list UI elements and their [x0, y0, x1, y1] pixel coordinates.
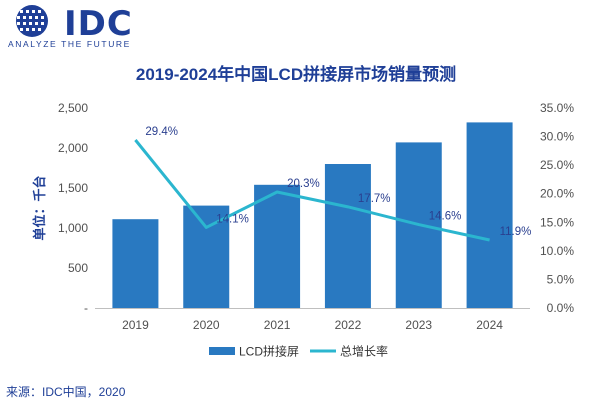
legend: LCD拼接屏 总增长率	[209, 344, 388, 359]
legend-swatch-bar	[209, 347, 235, 355]
bar	[254, 184, 301, 308]
y-tick-label: 2,500	[58, 101, 88, 115]
y2-tick-label: 35.0%	[540, 101, 574, 115]
y2-tick-label: 15.0%	[540, 215, 574, 229]
y2-tick-label: 20.0%	[540, 187, 574, 201]
y2-tick-label: 5.0%	[547, 272, 575, 286]
data-label: 14.6%	[429, 211, 462, 223]
data-label: 20.3%	[287, 178, 320, 190]
y-tick-label: 2,000	[58, 141, 88, 155]
idc-logo: IDC ANALYZE THE FUTURE	[6, 4, 156, 50]
bar	[324, 164, 371, 308]
bar	[466, 122, 513, 309]
y2-tick-label: 0.0%	[547, 301, 575, 315]
data-label: 11.9%	[500, 226, 532, 238]
growth-line	[134, 139, 490, 242]
y-tick-label: -	[84, 301, 88, 315]
x-tick-label: 2021	[264, 318, 291, 332]
x-tick-label: 2020	[193, 318, 220, 332]
y-axis-ticks: - 500 1,000 1,500 2,000 2,500	[58, 101, 88, 315]
y-tick-label: 1,000	[58, 221, 88, 235]
growth-line-series	[134, 139, 490, 242]
data-label: 29.4%	[145, 126, 178, 138]
y2-tick-label: 25.0%	[540, 158, 574, 172]
y2-axis-ticks: 0.0% 5.0% 10.0% 15.0% 20.0% 25.0% 30.0% 35.0%	[540, 101, 574, 315]
bar	[112, 219, 159, 308]
x-axis-ticks: 2019 2020 2021 2022 2023 2024	[122, 318, 503, 332]
data-label: 14.1%	[216, 213, 249, 225]
growth-line-labels: 29.4% 14.1% 20.3% 17.7% 14.6% 11.9%	[145, 126, 531, 238]
x-tick-label: 2024	[476, 318, 503, 332]
chart-canvas: 2019-2024年中国LCD拼接屏市场销量预测 单位：千台 - 500 1,000…	[32, 64, 574, 359]
x-tick-label: 2023	[405, 318, 432, 332]
legend-label-bar: LCD拼接屏	[239, 344, 299, 359]
logo-wordmark: IDC	[64, 4, 133, 44]
y-tick-label: 500	[68, 261, 88, 275]
x-tick-label: 2022	[335, 318, 362, 332]
legend-label-line: 总增长率	[340, 344, 388, 359]
bar-series	[112, 122, 513, 309]
y-tick-label: 1,500	[58, 181, 88, 195]
y2-tick-label: 10.0%	[540, 244, 574, 258]
logo-tagline: ANALYZE THE FUTURE	[8, 39, 131, 49]
bar	[183, 205, 230, 308]
data-label: 17.7%	[358, 193, 391, 205]
source-note: 来源：IDC中国，2020	[6, 385, 126, 399]
x-tick-label: 2019	[122, 318, 149, 332]
y-axis-title: 单位：千台	[32, 175, 47, 240]
chart-title: 2019-2024年中国LCD拼接屏市场销量预测	[136, 64, 456, 84]
y2-tick-label: 30.0%	[540, 130, 574, 144]
globe-icon	[16, 5, 48, 37]
